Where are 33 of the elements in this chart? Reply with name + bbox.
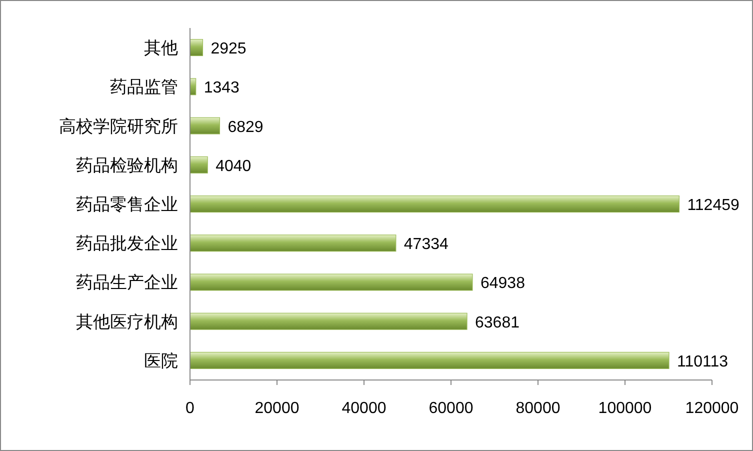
bar xyxy=(190,352,670,369)
bar xyxy=(190,274,473,291)
bar xyxy=(190,312,468,330)
x-tick-label: 20000 xyxy=(254,400,300,417)
data-label: 1343 xyxy=(204,80,240,97)
data-label: 47334 xyxy=(404,236,448,254)
y-tick-label: 其他 xyxy=(144,38,178,58)
bar xyxy=(190,234,396,252)
y-tick-label: 药品监管 xyxy=(110,78,178,97)
data-label: 4040 xyxy=(216,158,252,175)
bar xyxy=(190,195,680,213)
y-tick-label: 药品批发企业 xyxy=(76,234,178,254)
bar xyxy=(190,117,220,134)
y-tick-label: 其他医疗机构 xyxy=(76,312,178,332)
x-tick-label: 40000 xyxy=(342,400,386,417)
y-tick-label: 高校学院研究所 xyxy=(59,116,178,136)
bar xyxy=(190,39,204,56)
y-tick-label: 药品零售企业 xyxy=(76,195,178,214)
x-tick-label: 60000 xyxy=(428,400,474,417)
x-tick-label: 100000 xyxy=(598,400,652,417)
x-tick-label: 80000 xyxy=(516,400,560,417)
data-label: 63681 xyxy=(475,314,520,332)
y-tick-label: 医院 xyxy=(144,351,178,370)
bar xyxy=(190,156,208,174)
y-tick-label: 药品生产企业 xyxy=(76,273,178,292)
data-label: 64938 xyxy=(480,275,526,292)
data-label: 6829 xyxy=(228,118,264,136)
data-label: 110113 xyxy=(676,353,728,370)
data-label: 2925 xyxy=(210,40,246,58)
x-tick-label: 0 xyxy=(186,400,195,417)
x-tick-label: 120000 xyxy=(685,400,739,417)
y-tick-label: 药品检验机构 xyxy=(76,156,178,175)
data-label: 112459 xyxy=(687,197,740,214)
